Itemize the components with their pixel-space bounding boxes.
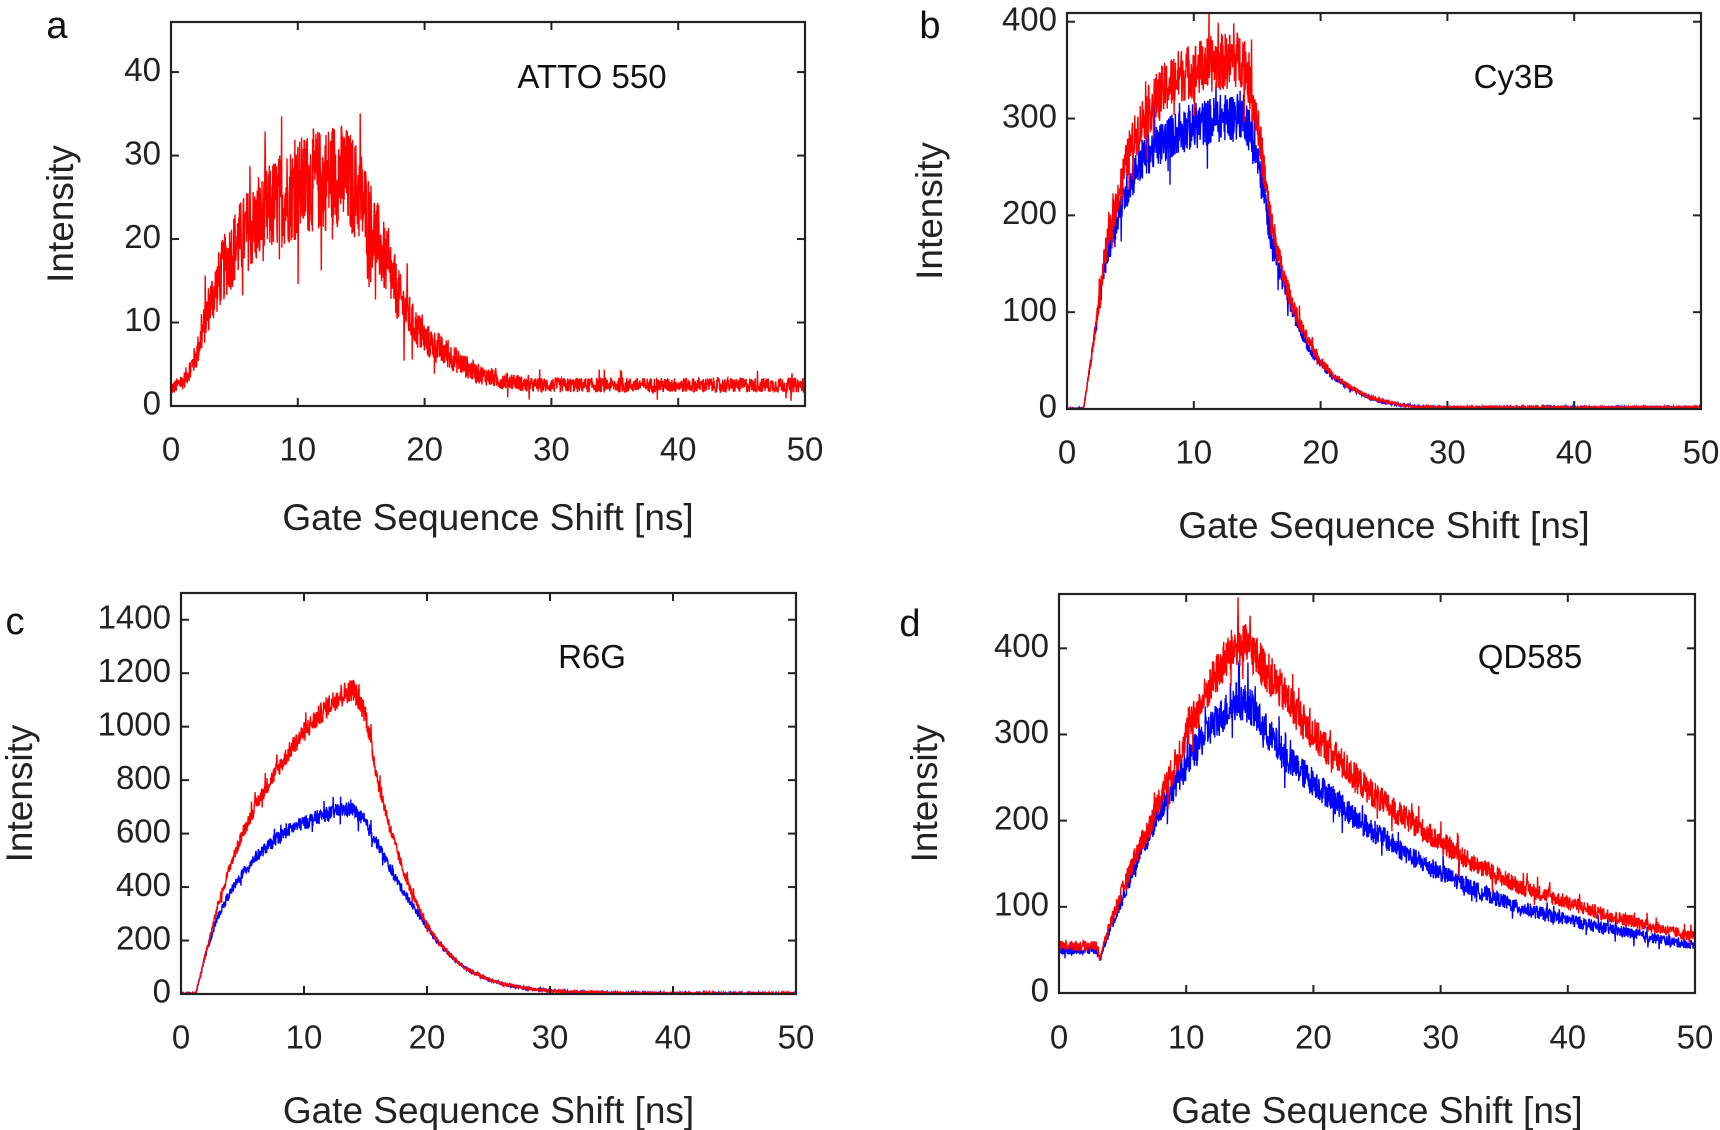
x-tick-label: 50: [787, 431, 824, 468]
y-tick-label: 1000: [98, 705, 171, 742]
y-tick-label: 0: [143, 385, 161, 422]
panel-annotation: QD585: [1478, 638, 1583, 675]
x-tick-label: 40: [660, 431, 697, 468]
x-tick-label: 20: [406, 431, 443, 468]
panel-annotation: Cy3B: [1474, 58, 1555, 95]
y-tick-label: 400: [1002, 0, 1057, 37]
x-tick-label: 40: [1549, 1019, 1586, 1056]
y-tick-label: 100: [994, 886, 1049, 923]
x-tick-label: 40: [1556, 434, 1593, 471]
x-axis-label: Gate Sequence Shift [ns]: [283, 1090, 694, 1130]
y-tick-label: 0: [1039, 388, 1057, 425]
series-line-red: [1067, 13, 1701, 409]
y-tick-label: 300: [994, 713, 1049, 750]
x-axis-label: Gate Sequence Shift [ns]: [1171, 1090, 1582, 1130]
y-axis-label: Intensity: [904, 724, 945, 862]
panel-b: 0 10 20 30 40 50 0 100 200 300 400 Gate Sequence Sh…: [909, 0, 1720, 545]
panel-letter: b: [919, 5, 940, 47]
x-tick-label: 0: [1058, 434, 1076, 471]
y-tick-label: 200: [994, 799, 1049, 836]
x-tick-label: 20: [1302, 434, 1339, 471]
y-tick-label: 40: [124, 51, 161, 88]
x-tick-label: 10: [1168, 1019, 1205, 1056]
axes-frame: [1057, 592, 1697, 995]
x-tick-label: 0: [172, 1019, 190, 1056]
y-tick-label: 400: [116, 866, 171, 903]
x-tick-label: 20: [409, 1019, 446, 1056]
y-tick-label: 200: [1002, 194, 1057, 231]
series-line-blue: [1067, 81, 1701, 409]
y-tick-label: 30: [124, 134, 161, 171]
panel-annotation: ATTO 550: [517, 58, 666, 95]
series-line-red: [171, 113, 805, 401]
y-tick-label: 300: [1002, 97, 1057, 134]
panel-letter: a: [46, 5, 68, 47]
x-tick-label: 50: [1677, 1019, 1714, 1056]
series-line-red: [1059, 597, 1695, 961]
y-tick-label: 800: [116, 759, 171, 796]
y-tick-label: 400: [994, 627, 1049, 664]
y-tick-label: 200: [116, 919, 171, 956]
y-tick-label: 0: [1031, 972, 1049, 1009]
x-tick-label: 20: [1295, 1019, 1332, 1056]
series-line-blue: [1059, 659, 1695, 961]
axes-frame: [169, 20, 807, 408]
y-tick-label: 1200: [98, 652, 171, 689]
x-tick-label: 40: [655, 1019, 692, 1056]
y-tick-label: 1400: [98, 598, 171, 635]
x-tick-label: 50: [778, 1019, 815, 1056]
y-tick-label: 600: [116, 812, 171, 849]
panel-a: 0 10 20 30 40 50 0 10 20 30 40 Gate Sequence Shift …: [40, 5, 824, 538]
panel-letter: d: [899, 603, 920, 645]
series-line-blue: [181, 796, 796, 994]
y-axis-label: Intensity: [40, 145, 81, 283]
x-tick-label: 30: [532, 1019, 569, 1056]
x-tick-label: 30: [1422, 1019, 1459, 1056]
panel-letter: c: [6, 601, 25, 643]
x-tick-label: 50: [1683, 434, 1720, 471]
axes-frame: [179, 591, 798, 996]
y-tick-label: 10: [124, 301, 161, 338]
y-tick-label: 20: [124, 218, 161, 255]
y-axis-label: Intensity: [0, 724, 40, 862]
x-tick-label: 30: [1429, 434, 1466, 471]
x-tick-label: 10: [1175, 434, 1212, 471]
x-tick-label: 0: [162, 431, 180, 468]
x-tick-label: 0: [1050, 1019, 1068, 1056]
x-axis-label: Gate Sequence Shift [ns]: [282, 497, 693, 538]
x-tick-label: 10: [286, 1019, 323, 1056]
y-tick-label: 100: [1002, 291, 1057, 328]
panel-c: 0 10 20 30 40 50 0 200 400 600 800 1000 1200 1400 Gate…: [0, 591, 815, 1130]
axes-frame: [1065, 11, 1703, 411]
x-tick-label: 10: [279, 431, 316, 468]
y-tick-label: 0: [153, 973, 171, 1010]
x-axis-label: Gate Sequence Shift [ns]: [1178, 505, 1589, 546]
panel-annotation: R6G: [558, 638, 626, 675]
y-axis-label: Intensity: [909, 142, 950, 280]
x-tick-label: 30: [533, 431, 570, 468]
panel-d: 0 10 20 30 40 50 0 100 200 300 400 Gate Sequence Sh…: [899, 592, 1714, 1130]
